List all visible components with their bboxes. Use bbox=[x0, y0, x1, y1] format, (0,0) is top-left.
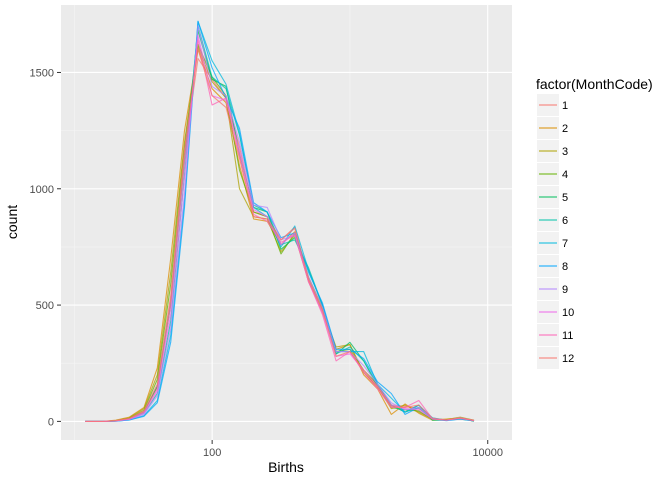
legend-label-12: 12 bbox=[562, 353, 574, 365]
series-line-7 bbox=[85, 20, 475, 422]
series-line-11 bbox=[85, 39, 475, 422]
legend-label-3: 3 bbox=[562, 146, 568, 158]
legend-label-2: 2 bbox=[562, 123, 568, 135]
x-axis-ticks: 100 10000 bbox=[203, 440, 503, 459]
series-line-12 bbox=[85, 48, 475, 422]
series-lines bbox=[85, 20, 475, 422]
plot-panel bbox=[61, 5, 512, 440]
y-axis-ticks: 0 500 1000 1500 bbox=[30, 67, 61, 428]
series-line-8 bbox=[85, 20, 475, 422]
y-tick-label: 0 bbox=[48, 416, 54, 428]
legend-label-1: 1 bbox=[562, 100, 568, 112]
series-line-10 bbox=[85, 34, 475, 422]
legend-label-7: 7 bbox=[562, 238, 568, 250]
y-axis-title: count bbox=[4, 205, 20, 239]
x-tick-label: 100 bbox=[203, 447, 221, 459]
grid-minor bbox=[61, 5, 512, 440]
legend-label-4: 4 bbox=[562, 169, 568, 181]
x-axis-title: Births bbox=[268, 459, 304, 475]
series-line-3 bbox=[85, 46, 475, 422]
legend-label-5: 5 bbox=[562, 192, 568, 204]
legend-label-6: 6 bbox=[562, 215, 568, 227]
legend-label-10: 10 bbox=[562, 307, 574, 319]
legend-label-9: 9 bbox=[562, 284, 568, 296]
y-tick-label: 1000 bbox=[30, 184, 54, 196]
x-tick-label: 10000 bbox=[472, 447, 503, 459]
legend-title: factor(MonthCode) bbox=[536, 76, 653, 92]
legend-label-8: 8 bbox=[562, 261, 568, 273]
y-tick-label: 500 bbox=[36, 300, 54, 312]
y-tick-label: 1500 bbox=[30, 67, 54, 79]
legend-label-11: 11 bbox=[562, 330, 573, 342]
